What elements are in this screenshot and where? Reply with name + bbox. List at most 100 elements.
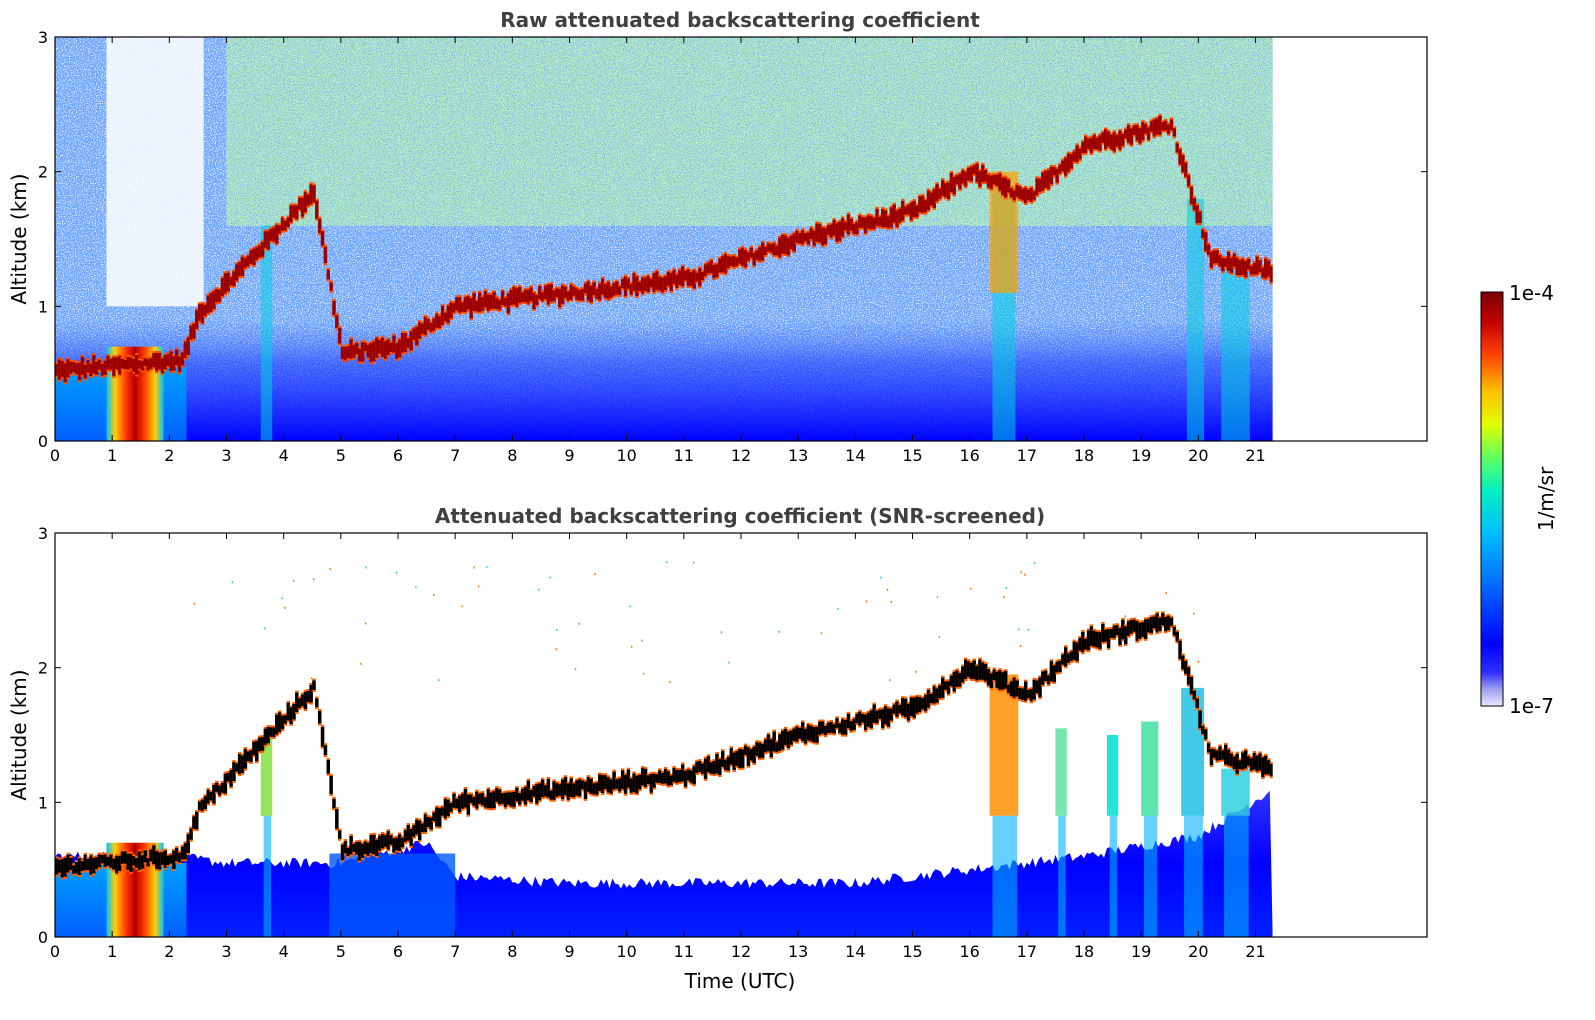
noise-pixel: [669, 680, 671, 683]
cloud-cell: [663, 276, 668, 291]
cloud-cell: [226, 772, 230, 782]
cloud-cell: [861, 713, 865, 723]
cloud-cell: [906, 703, 911, 721]
cloud-cell: [866, 215, 871, 229]
cloud-cell: [1078, 148, 1082, 160]
cloud-cell: [901, 698, 905, 716]
cloud-cell: [841, 218, 845, 237]
x-tick-label: 6: [393, 446, 403, 465]
precip-streak: [1055, 728, 1067, 816]
x-axis-label: Time (UTC): [684, 969, 796, 993]
cloud-cell: [998, 670, 1002, 690]
cloud-cell: [755, 742, 759, 756]
cloud-cell: [349, 339, 353, 359]
cloud-cell: [803, 233, 808, 242]
cloud-cell: [589, 778, 593, 794]
cloud-cell: [246, 751, 250, 762]
x-tick-label: 17: [1017, 446, 1037, 465]
x-tick-label: 19: [1131, 942, 1151, 961]
cloud-cell: [515, 787, 519, 802]
cloud-cell: [652, 273, 656, 292]
cloud-layer: [55, 611, 1273, 880]
cloud-cell: [420, 823, 425, 833]
cloud-cell: [629, 283, 633, 295]
noise-pixel: [693, 561, 695, 564]
cloud-cell: [758, 247, 762, 262]
cloud-cell: [1252, 753, 1257, 770]
cloud-cell: [232, 271, 236, 286]
cloud-cell: [143, 850, 148, 863]
cloud-cell: [943, 681, 948, 690]
cloud-cell: [429, 817, 433, 830]
precip-streak: [1144, 815, 1158, 937]
cloud-cell: [941, 677, 945, 698]
cloud-cell: [366, 842, 371, 856]
cloud-cell: [277, 225, 282, 234]
cloud-cell: [809, 228, 814, 239]
cloud-cell: [558, 784, 562, 796]
cloud-cell: [286, 217, 290, 227]
cloud-cell: [255, 741, 259, 762]
cloud-cell: [109, 358, 113, 370]
cloud-cell: [949, 675, 954, 687]
noise-pixel: [461, 605, 463, 608]
cloud-cell: [675, 274, 679, 288]
cloud-cell: [915, 205, 919, 218]
cloud-cell: [295, 205, 299, 220]
noise-pixel: [284, 606, 286, 609]
cloud-cell: [578, 779, 582, 797]
cloud-cell: [995, 174, 999, 186]
cloud-cell: [97, 854, 102, 868]
noise-pixel: [1003, 596, 1005, 599]
cloud-cell: [972, 660, 976, 680]
cloud-cell: [160, 852, 165, 865]
cloud-cell: [312, 185, 316, 203]
cloud-cell: [1195, 205, 1199, 224]
cloud-cell: [266, 727, 270, 744]
cloud-cell: [672, 767, 676, 782]
cloud-cell: [1046, 675, 1051, 685]
cloud-cell: [480, 297, 485, 311]
cloud-cell: [320, 231, 325, 246]
cloud-cell: [392, 335, 396, 353]
cloud-cell: [172, 850, 176, 869]
cloud-cell: [1218, 746, 1222, 761]
x-tick-label: 15: [902, 446, 922, 465]
cloud-cell: [249, 750, 253, 762]
cloud-cell: [761, 743, 765, 758]
x-tick-label: 21: [1245, 942, 1265, 961]
cloud-cell: [403, 333, 408, 352]
noise-pixel: [473, 566, 475, 569]
noise-pixel: [1023, 573, 1026, 576]
cloud-cell: [472, 797, 476, 806]
cloud-cell: [886, 216, 891, 228]
cloud-cell: [1021, 688, 1025, 700]
cloud-cell: [532, 785, 536, 797]
cloud-cell: [377, 835, 382, 851]
noise-pixel: [594, 573, 596, 576]
cloud-cell: [340, 844, 345, 861]
cloud-cell: [1084, 136, 1088, 153]
cloud-cell: [849, 218, 854, 231]
cloud-cell: [229, 277, 233, 286]
cloud-cell: [669, 272, 673, 291]
cloud-cell: [1118, 130, 1122, 150]
precip-streak: [1109, 815, 1118, 937]
cloud-cell: [609, 779, 613, 794]
noise-pixel: [360, 662, 362, 665]
cloud-cell: [620, 279, 625, 289]
cloud-cell: [632, 273, 636, 291]
cloud-cell: [552, 290, 556, 302]
cloud-cell: [1043, 170, 1048, 188]
cloud-cell: [1104, 629, 1108, 642]
noise-pixel: [720, 631, 723, 634]
cloud-cell: [498, 789, 502, 805]
cloud-cell: [512, 286, 516, 305]
cloud-cell: [472, 293, 476, 311]
cloud-cell: [1144, 123, 1148, 134]
noise-pixel: [310, 677, 313, 680]
cloud-cell: [869, 710, 874, 728]
cloud-cell: [706, 262, 711, 274]
cloud-cell: [986, 668, 991, 686]
